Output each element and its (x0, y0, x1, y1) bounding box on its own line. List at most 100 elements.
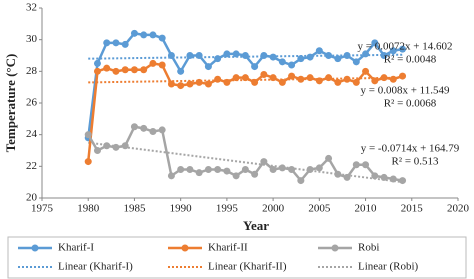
marker (112, 143, 120, 151)
marker (93, 59, 101, 67)
marker (306, 166, 314, 173)
legend-marker (181, 244, 189, 252)
x-tick-label: 1985 (123, 203, 146, 215)
x-tick-label: 1990 (170, 203, 193, 215)
marker (195, 78, 203, 86)
marker (204, 63, 212, 71)
y-tick-label: 32 (26, 2, 37, 14)
marker (288, 166, 296, 173)
marker (315, 47, 323, 55)
marker (177, 82, 185, 90)
marker (223, 167, 231, 175)
marker (389, 75, 397, 83)
marker (288, 72, 296, 80)
marker (334, 78, 342, 86)
marker (325, 52, 333, 59)
marker (306, 53, 314, 61)
marker (214, 166, 222, 173)
marker (371, 77, 379, 85)
marker (112, 67, 120, 75)
y-tick-label: 28 (26, 65, 38, 77)
marker (389, 47, 397, 55)
marker (297, 55, 305, 63)
marker (195, 169, 203, 177)
marker (343, 173, 351, 181)
marker (343, 52, 351, 59)
marker (112, 39, 120, 47)
marker (158, 126, 166, 134)
marker (177, 67, 185, 75)
marker (399, 45, 407, 53)
marker (278, 58, 286, 66)
marker (269, 53, 277, 61)
marker (204, 166, 212, 173)
marker (325, 74, 333, 82)
legend-marker (31, 244, 39, 252)
marker (380, 52, 388, 59)
marker (380, 173, 388, 181)
legend-label: Kharif-I (58, 242, 94, 254)
marker (380, 74, 388, 82)
legend-box (7, 236, 467, 279)
marker (195, 52, 203, 59)
legend-label: Linear (Kharif-II) (208, 261, 287, 273)
marker (232, 74, 240, 82)
marker (362, 67, 370, 75)
marker (140, 66, 148, 74)
x-tick-label: 2020 (447, 203, 470, 215)
marker (399, 72, 407, 80)
marker (297, 75, 305, 83)
marker (149, 128, 157, 135)
marker (325, 154, 333, 162)
marker (223, 50, 231, 58)
marker (121, 142, 129, 150)
marker (288, 61, 296, 69)
marker (103, 142, 111, 150)
marker (158, 34, 166, 42)
marker (334, 55, 342, 63)
marker (167, 172, 175, 180)
marker (343, 75, 351, 83)
marker (260, 71, 268, 78)
marker (315, 164, 323, 172)
marker (362, 50, 370, 58)
marker (214, 75, 222, 83)
trend-equation: y = -0.0714x + 164.79 (361, 143, 460, 155)
marker (177, 166, 185, 173)
legend-label: Robi (358, 242, 379, 254)
marker (140, 31, 148, 39)
marker (140, 124, 148, 132)
marker (130, 29, 138, 37)
marker (232, 172, 240, 180)
marker (223, 78, 231, 86)
marker (93, 147, 101, 154)
marker (186, 80, 194, 88)
marker (260, 158, 268, 166)
trend-r2: R² = 0.0048 (384, 54, 437, 66)
marker (241, 166, 249, 173)
x-tick-label: 2000 (262, 203, 285, 215)
marker (251, 63, 259, 71)
marker (204, 80, 212, 88)
marker (399, 177, 407, 185)
marker (149, 59, 157, 67)
marker (251, 78, 259, 86)
marker (371, 39, 379, 47)
marker (121, 40, 129, 48)
marker (352, 78, 360, 86)
marker (315, 77, 323, 85)
marker (251, 170, 259, 178)
y-tick-label: 24 (26, 128, 38, 140)
y-tick-label: 30 (26, 33, 38, 45)
legend-label: Linear (Robi) (358, 261, 419, 273)
trend-equation: y = 0.008x + 11.549 (361, 85, 450, 97)
marker (103, 64, 111, 72)
y-tick-label: 26 (26, 97, 38, 109)
legend-label: Linear (Kharif-I) (58, 261, 133, 273)
marker (84, 131, 92, 139)
marker (103, 39, 111, 47)
x-tick-label: 2015 (401, 203, 424, 215)
marker (186, 52, 194, 59)
marker (306, 74, 314, 82)
marker (214, 55, 222, 63)
